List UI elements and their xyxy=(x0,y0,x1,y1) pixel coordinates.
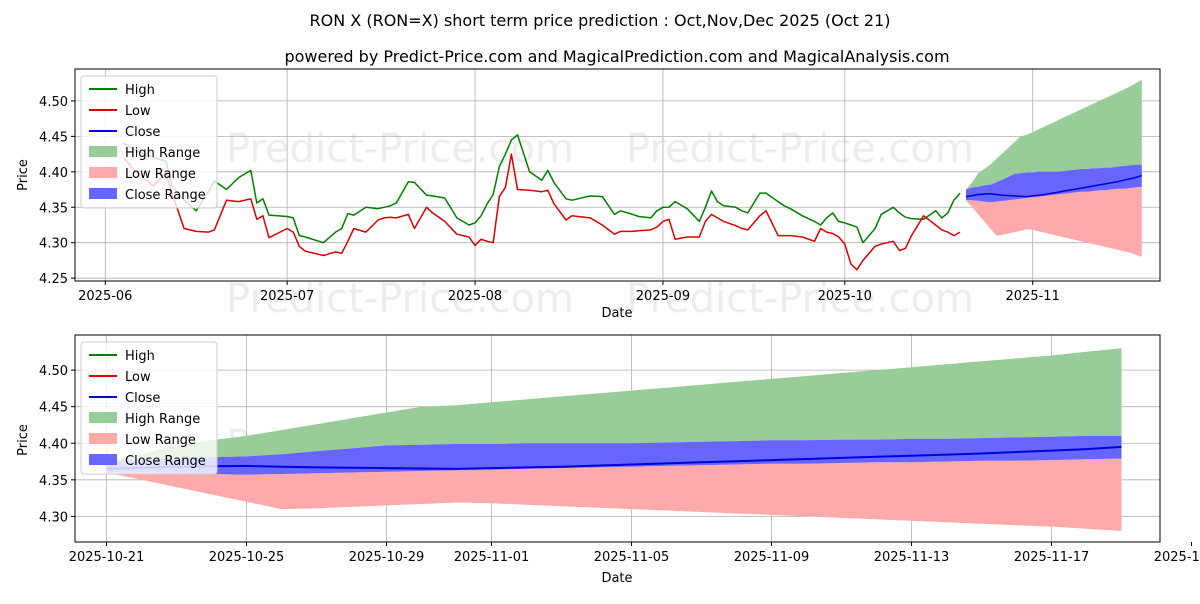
x-tick-label: 2025-10 xyxy=(818,289,872,304)
legend-label: Low Range xyxy=(125,433,196,448)
bottom-legend: High Low Close High Range Low Range Close Ran… xyxy=(80,341,218,475)
x-tick-label: 2025-11 xyxy=(1006,289,1060,304)
low-series-line xyxy=(122,153,961,271)
x-tick-label: 2025-10-21 xyxy=(69,550,145,565)
legend-label: High Range xyxy=(125,412,200,427)
legend-patch-swatch xyxy=(89,146,117,157)
bottom-y-ticks: 4.30 4.35 4.40 4.45 4.50 xyxy=(39,364,75,525)
top-series xyxy=(122,134,1143,271)
bottom-x-axis-label: Date xyxy=(601,571,632,586)
legend-patch-swatch xyxy=(89,167,117,178)
x-tick-label: 2025-11-21 xyxy=(1154,550,1200,565)
legend-label: High xyxy=(125,349,155,364)
chart-title: RON X (RON=X) short term price predictio… xyxy=(310,11,891,30)
x-tick-label: 2025-11-17 xyxy=(1014,550,1090,565)
y-tick-label: 4.45 xyxy=(39,130,68,145)
watermark-text: Predict-Price.com xyxy=(226,276,574,322)
top-x-axis-label: Date xyxy=(601,306,632,321)
legend-item: Close xyxy=(89,125,160,140)
legend-label: Close xyxy=(125,125,160,140)
legend-item: Low Range xyxy=(89,433,196,448)
bottom-forecast-bands xyxy=(106,348,1122,531)
legend-item: High Range xyxy=(89,146,200,161)
watermark-text: Predict-Price.com xyxy=(626,126,974,172)
x-tick-label: 2025-10-29 xyxy=(349,550,425,565)
x-tick-label: 2025-08 xyxy=(448,289,502,304)
legend-item: Close Range xyxy=(89,188,206,203)
chart-subtitle: powered by Predict-Price.com and Magical… xyxy=(284,47,949,66)
y-tick-label: 4.45 xyxy=(39,401,68,416)
high-series-line xyxy=(123,134,961,244)
x-tick-label: 2025-09 xyxy=(636,289,690,304)
legend-patch-swatch xyxy=(89,412,117,423)
bottom-plot-frame xyxy=(74,334,1161,543)
x-tick-label: 2025-07 xyxy=(260,289,314,304)
top-y-ticks: 4.25 4.30 4.35 4.40 4.45 4.50 xyxy=(39,95,75,287)
low-range-band xyxy=(966,186,1142,257)
legend-item: Low xyxy=(89,370,151,385)
y-tick-label: 4.30 xyxy=(39,510,68,525)
legend-item: High xyxy=(89,83,155,98)
high-range-band xyxy=(106,348,1122,462)
legend-label: Close xyxy=(125,391,160,406)
legend-label: Close Range xyxy=(125,188,206,203)
y-tick-label: 4.40 xyxy=(39,437,68,452)
y-tick-label: 4.25 xyxy=(39,272,68,287)
legend-label: Low xyxy=(125,370,151,385)
legend-label: Close Range xyxy=(125,454,206,469)
x-tick-label: 2025-06 xyxy=(78,289,132,304)
x-tick-label: 2025-10-25 xyxy=(209,550,285,565)
top-chart: Predict-Price.com Predict-Price.com Predic… xyxy=(16,68,1161,322)
bottom-series xyxy=(106,445,1122,470)
y-tick-label: 4.50 xyxy=(39,364,68,379)
close-range-band xyxy=(966,164,1142,203)
y-tick-label: 4.40 xyxy=(39,166,68,181)
close-forecast-line xyxy=(965,174,1143,198)
x-tick-label: 2025-11-09 xyxy=(734,550,810,565)
legend-patch-swatch xyxy=(89,454,117,465)
top-watermarks: Predict-Price.com Predict-Price.com Predic… xyxy=(226,126,974,322)
watermark-text: Predict-Price.com xyxy=(626,276,974,322)
high-range-band xyxy=(966,79,1142,190)
y-tick-label: 4.35 xyxy=(39,201,68,216)
low-range-band xyxy=(106,458,1122,531)
top-forecast-bands xyxy=(966,79,1142,257)
legend-patch-swatch xyxy=(89,188,117,199)
y-tick-label: 4.30 xyxy=(39,237,68,252)
top-legend: High Low Close High Range Low Range Close Ran… xyxy=(80,75,218,209)
bottom-x-ticks: 2025-10-21 2025-10-25 2025-10-29 2025-11-01… xyxy=(69,542,1200,565)
x-tick-label: 2025-11-05 xyxy=(594,550,670,565)
legend-label: Low xyxy=(125,104,151,119)
close-forecast-line xyxy=(106,445,1122,470)
legend-label: Low Range xyxy=(125,167,196,182)
legend-item: Low xyxy=(89,104,151,119)
x-tick-label: 2025-11-13 xyxy=(874,550,950,565)
watermark-text: Predict-Price.com xyxy=(226,126,574,172)
legend-item: Close xyxy=(89,391,160,406)
legend-label: High xyxy=(125,83,155,98)
close-range-band xyxy=(106,435,1122,475)
x-tick-label: 2025-11-01 xyxy=(454,550,530,565)
y-tick-label: 4.50 xyxy=(39,95,68,110)
top-y-axis-label: Price xyxy=(16,159,31,191)
legend-label: High Range xyxy=(125,146,200,161)
legend-item: High xyxy=(89,349,155,364)
legend-item: High Range xyxy=(89,412,200,427)
top-plot-frame xyxy=(74,68,1161,282)
legend-patch-swatch xyxy=(89,433,117,444)
y-tick-label: 4.35 xyxy=(39,474,68,489)
bottom-y-axis-label: Price xyxy=(16,424,31,456)
legend-item: Low Range xyxy=(89,167,196,182)
legend-item: Close Range xyxy=(89,454,206,469)
top-x-ticks: 2025-06 2025-07 2025-08 2025-09 2025-10 2025-… xyxy=(78,281,1060,304)
